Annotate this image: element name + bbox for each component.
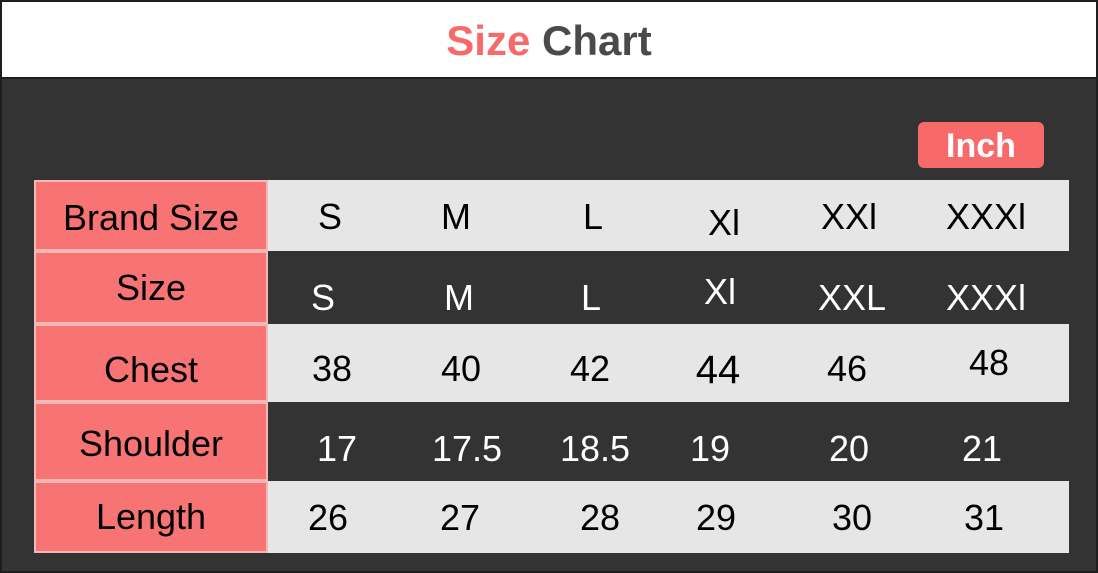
table-cell: Xl: [703, 271, 737, 312]
table-cell: 27: [439, 497, 481, 538]
table-row-chest: Chest 38 40 42 44 46 48: [34, 324, 1069, 402]
chart-header: Size Chart: [2, 2, 1096, 79]
table-cell: 46: [826, 348, 868, 389]
row-label: Brand Size: [34, 180, 268, 251]
table-cell: 21: [961, 428, 1003, 469]
table-cell: XXXl: [945, 196, 1027, 237]
title-main-word: Chart: [542, 17, 652, 64]
table-cell: 28: [579, 497, 621, 538]
table-cell: 48: [968, 342, 1010, 383]
table-cell: S: [310, 277, 336, 318]
table-cell: 17: [316, 428, 358, 469]
table-cell: 40: [440, 348, 482, 389]
table-cell: S: [317, 196, 343, 237]
table-cell: 38: [311, 348, 353, 389]
table-cell: 17.5: [431, 428, 503, 469]
table-cell: 42: [569, 348, 611, 389]
table-row-shoulder: Shoulder 17 17.5 18.5 19 20 21: [34, 402, 1069, 481]
row-label: Length: [34, 481, 268, 553]
table-row-length: Length 26 27 28 29 30 31: [34, 481, 1069, 553]
table-cell: M: [441, 196, 471, 237]
table-cell: L: [580, 277, 602, 318]
table-cell: XXl: [820, 196, 878, 237]
unit-badge: Inch: [918, 122, 1044, 168]
table-cell: 26: [307, 497, 349, 538]
table-cell: 29: [695, 497, 737, 538]
table-cell: 19: [689, 428, 731, 469]
table-cell: XXXl: [945, 277, 1027, 318]
table-row-size: Size S M L Xl XXL XXXl: [34, 251, 1069, 324]
table-row-brand-size: Brand Size S M L Xl XXl XXXl: [34, 180, 1069, 251]
table-cell: 20: [828, 428, 870, 469]
table-cell: Xl: [707, 202, 741, 243]
table-cell: 18.5: [559, 428, 631, 469]
table-cell: 30: [831, 497, 873, 538]
table-cell: M: [444, 277, 474, 318]
table-cell: 44: [695, 348, 741, 392]
row-label: Chest: [34, 324, 268, 402]
title-accent-word: Size: [446, 17, 531, 64]
row-label: Size: [34, 251, 268, 324]
table-cell: 31: [963, 497, 1005, 538]
table-cell: XXL: [817, 277, 887, 318]
row-label: Shoulder: [34, 402, 268, 481]
table-cell: L: [582, 196, 604, 237]
